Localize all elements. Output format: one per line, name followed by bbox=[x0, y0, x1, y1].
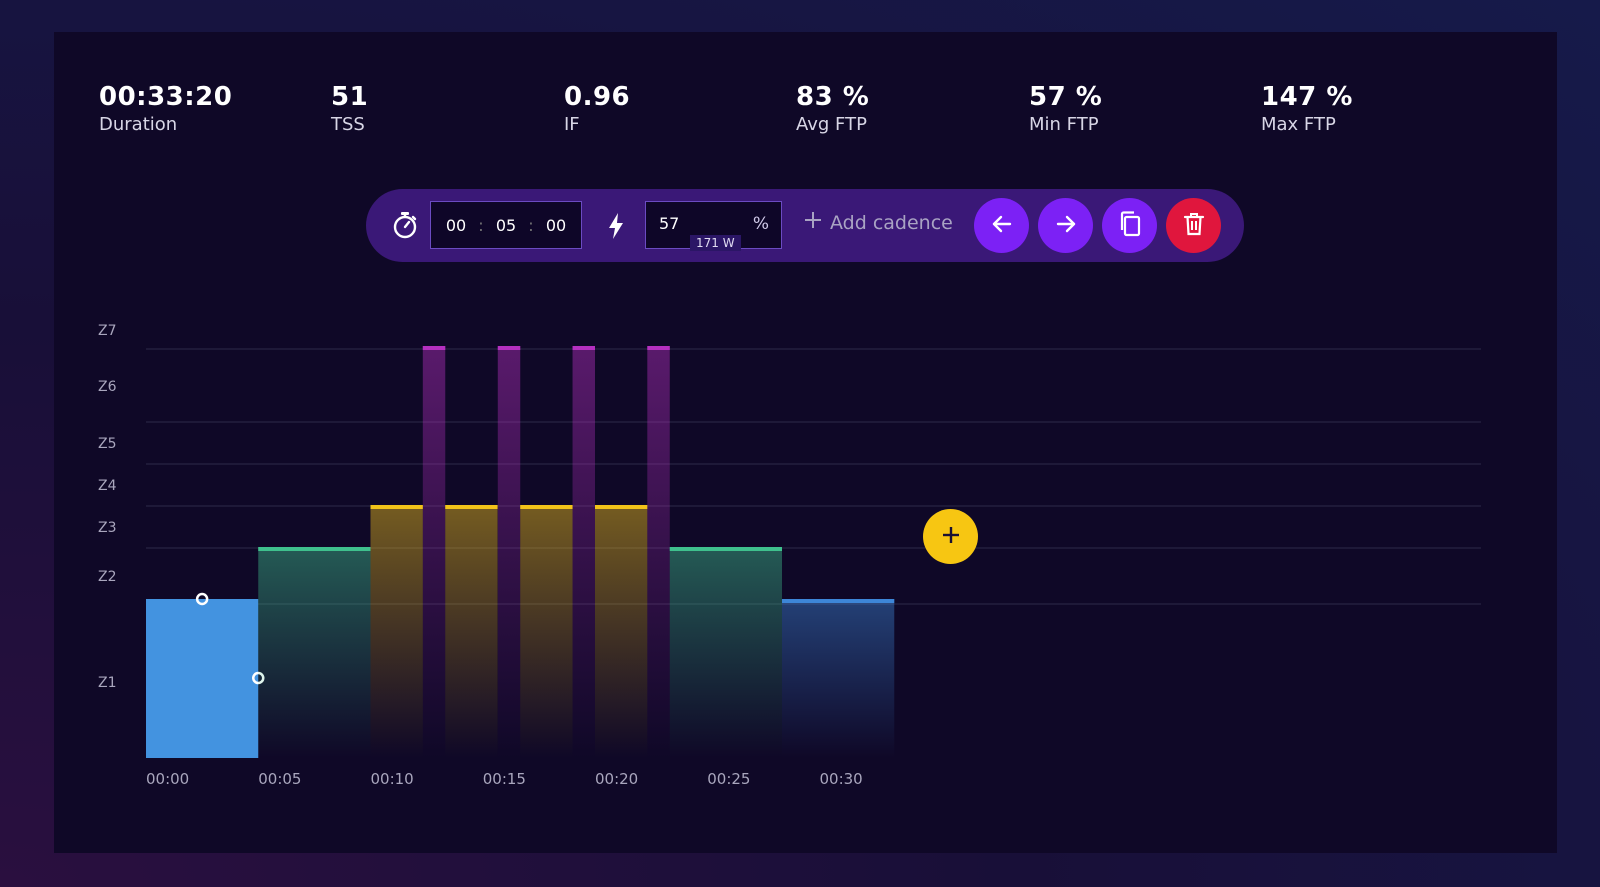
stat-label: Avg FTP bbox=[796, 114, 867, 135]
workout-segment[interactable] bbox=[497, 346, 521, 758]
segment-bar bbox=[647, 346, 670, 758]
time-axis: 00:00 00:05 00:10 00:15 00:20 00:25 00:30 bbox=[146, 770, 863, 788]
zone-label: Z1 bbox=[98, 675, 117, 691]
time-tick-label: 00:20 bbox=[595, 770, 638, 788]
stat-label: TSS bbox=[331, 114, 365, 135]
power-unit: % bbox=[752, 214, 769, 234]
stat-value: 0.96 bbox=[564, 82, 631, 112]
zone-label: Z4 bbox=[98, 478, 117, 494]
delete-button[interactable] bbox=[1166, 198, 1221, 253]
add-cadence-label: Add cadence bbox=[830, 211, 953, 234]
power-input[interactable]: 57 % 171 W bbox=[645, 201, 782, 251]
add-cadence-button[interactable]: Add cadence bbox=[804, 211, 953, 234]
workout-segment[interactable] bbox=[572, 346, 595, 758]
stat-duration: 00:33:20 Duration bbox=[99, 82, 232, 140]
zone-label: Z7 bbox=[98, 323, 117, 339]
workout-segment[interactable] bbox=[647, 346, 670, 758]
stat-label: Max FTP bbox=[1261, 114, 1336, 135]
plus-icon bbox=[941, 525, 961, 549]
segment-bar bbox=[258, 547, 371, 758]
duration-input[interactable]: 00 : 05 : 00 bbox=[430, 201, 582, 249]
workout-segments bbox=[146, 346, 895, 758]
zone-axis: Z7 Z6 Z5 Z4 Z3 Z2 Z1 bbox=[98, 323, 117, 691]
add-segment-button[interactable] bbox=[923, 509, 978, 564]
stat-value: 83 % bbox=[796, 82, 870, 112]
segment-top-edge bbox=[422, 346, 446, 350]
arrow-right-icon bbox=[1055, 213, 1077, 239]
hours-field[interactable]: 00 bbox=[445, 215, 467, 235]
time-tick-label: 00:30 bbox=[820, 770, 863, 788]
segment-top-edge bbox=[572, 346, 595, 350]
zone-label: Z6 bbox=[98, 379, 117, 395]
stat-tss: 51 TSS bbox=[331, 82, 368, 140]
time-tick-label: 00:05 bbox=[258, 770, 301, 788]
workout-segment[interactable] bbox=[258, 547, 371, 758]
segment-top-edge bbox=[669, 547, 783, 551]
stat-label: Duration bbox=[99, 114, 178, 135]
time-tick-label: 00:00 bbox=[146, 770, 189, 788]
segment-bar bbox=[782, 599, 895, 758]
workout-segment[interactable] bbox=[445, 505, 498, 758]
stat-label: IF bbox=[564, 114, 580, 135]
workout-segment[interactable] bbox=[146, 592, 265, 758]
stopwatch-icon bbox=[392, 211, 418, 243]
stat-value: 51 bbox=[331, 82, 369, 112]
workout-segment[interactable] bbox=[422, 346, 446, 758]
time-separator: : bbox=[528, 215, 534, 235]
workout-segment[interactable] bbox=[520, 505, 573, 758]
stat-if: 0.96 IF bbox=[564, 82, 630, 140]
stat-max-ftp: 147 % Max FTP bbox=[1261, 82, 1353, 140]
stat-label: Min FTP bbox=[1029, 114, 1099, 135]
time-tick-label: 00:15 bbox=[483, 770, 526, 788]
stat-min-ftp: 57 % Min FTP bbox=[1029, 82, 1102, 140]
segment-bar bbox=[572, 346, 595, 758]
zone-label: Z3 bbox=[98, 520, 117, 536]
copy-icon bbox=[1118, 210, 1142, 241]
segment-bar bbox=[669, 547, 783, 758]
segment-bar bbox=[370, 505, 423, 758]
segment-top-edge bbox=[647, 346, 670, 350]
segment-bar bbox=[520, 505, 573, 758]
segment-top-edge bbox=[258, 547, 371, 551]
workout-segment[interactable] bbox=[669, 547, 783, 758]
workout-segment[interactable] bbox=[595, 505, 648, 758]
power-handle[interactable] bbox=[195, 592, 209, 606]
zone-label: Z5 bbox=[98, 436, 117, 452]
segment-toolbar: 00 : 05 : 00 57 % 171 W Add cadence bbox=[366, 189, 1244, 262]
segment-bar-selected bbox=[146, 599, 259, 758]
segment-bar bbox=[422, 346, 446, 758]
duplicate-button[interactable] bbox=[1102, 198, 1157, 253]
arrow-left-icon bbox=[991, 213, 1013, 239]
power-watts-badge: 171 W bbox=[690, 235, 741, 251]
segment-top-edge bbox=[370, 505, 423, 509]
lightning-icon bbox=[607, 212, 625, 244]
segment-top-edge bbox=[520, 505, 573, 509]
stat-value: 147 % bbox=[1261, 82, 1353, 112]
workout-editor-panel: 00:33:20 Duration 51 TSS 0.96 IF 83 % Av… bbox=[54, 32, 1557, 853]
move-right-button[interactable] bbox=[1038, 198, 1093, 253]
workout-segment[interactable] bbox=[782, 599, 895, 758]
move-left-button[interactable] bbox=[974, 198, 1029, 253]
stat-avg-ftp: 83 % Avg FTP bbox=[796, 82, 869, 140]
minutes-field[interactable]: 05 bbox=[495, 215, 517, 235]
time-separator: : bbox=[478, 215, 484, 235]
segment-top-edge bbox=[497, 346, 521, 350]
segment-bar bbox=[445, 505, 498, 758]
segment-bar bbox=[497, 346, 521, 758]
plus-icon bbox=[804, 211, 822, 234]
stat-value: 00:33:20 bbox=[99, 82, 233, 112]
segment-top-edge bbox=[445, 505, 498, 509]
time-tick-label: 00:10 bbox=[371, 770, 414, 788]
stat-value: 57 % bbox=[1029, 82, 1103, 112]
segment-bar bbox=[595, 505, 648, 758]
segment-top-edge bbox=[782, 599, 895, 603]
workout-segment[interactable] bbox=[370, 505, 423, 758]
segment-top-edge bbox=[595, 505, 648, 509]
time-tick-label: 00:25 bbox=[707, 770, 750, 788]
power-value[interactable]: 57 bbox=[659, 214, 680, 233]
trash-icon bbox=[1183, 212, 1205, 240]
seconds-field[interactable]: 00 bbox=[545, 215, 567, 235]
zone-label: Z2 bbox=[98, 569, 117, 585]
